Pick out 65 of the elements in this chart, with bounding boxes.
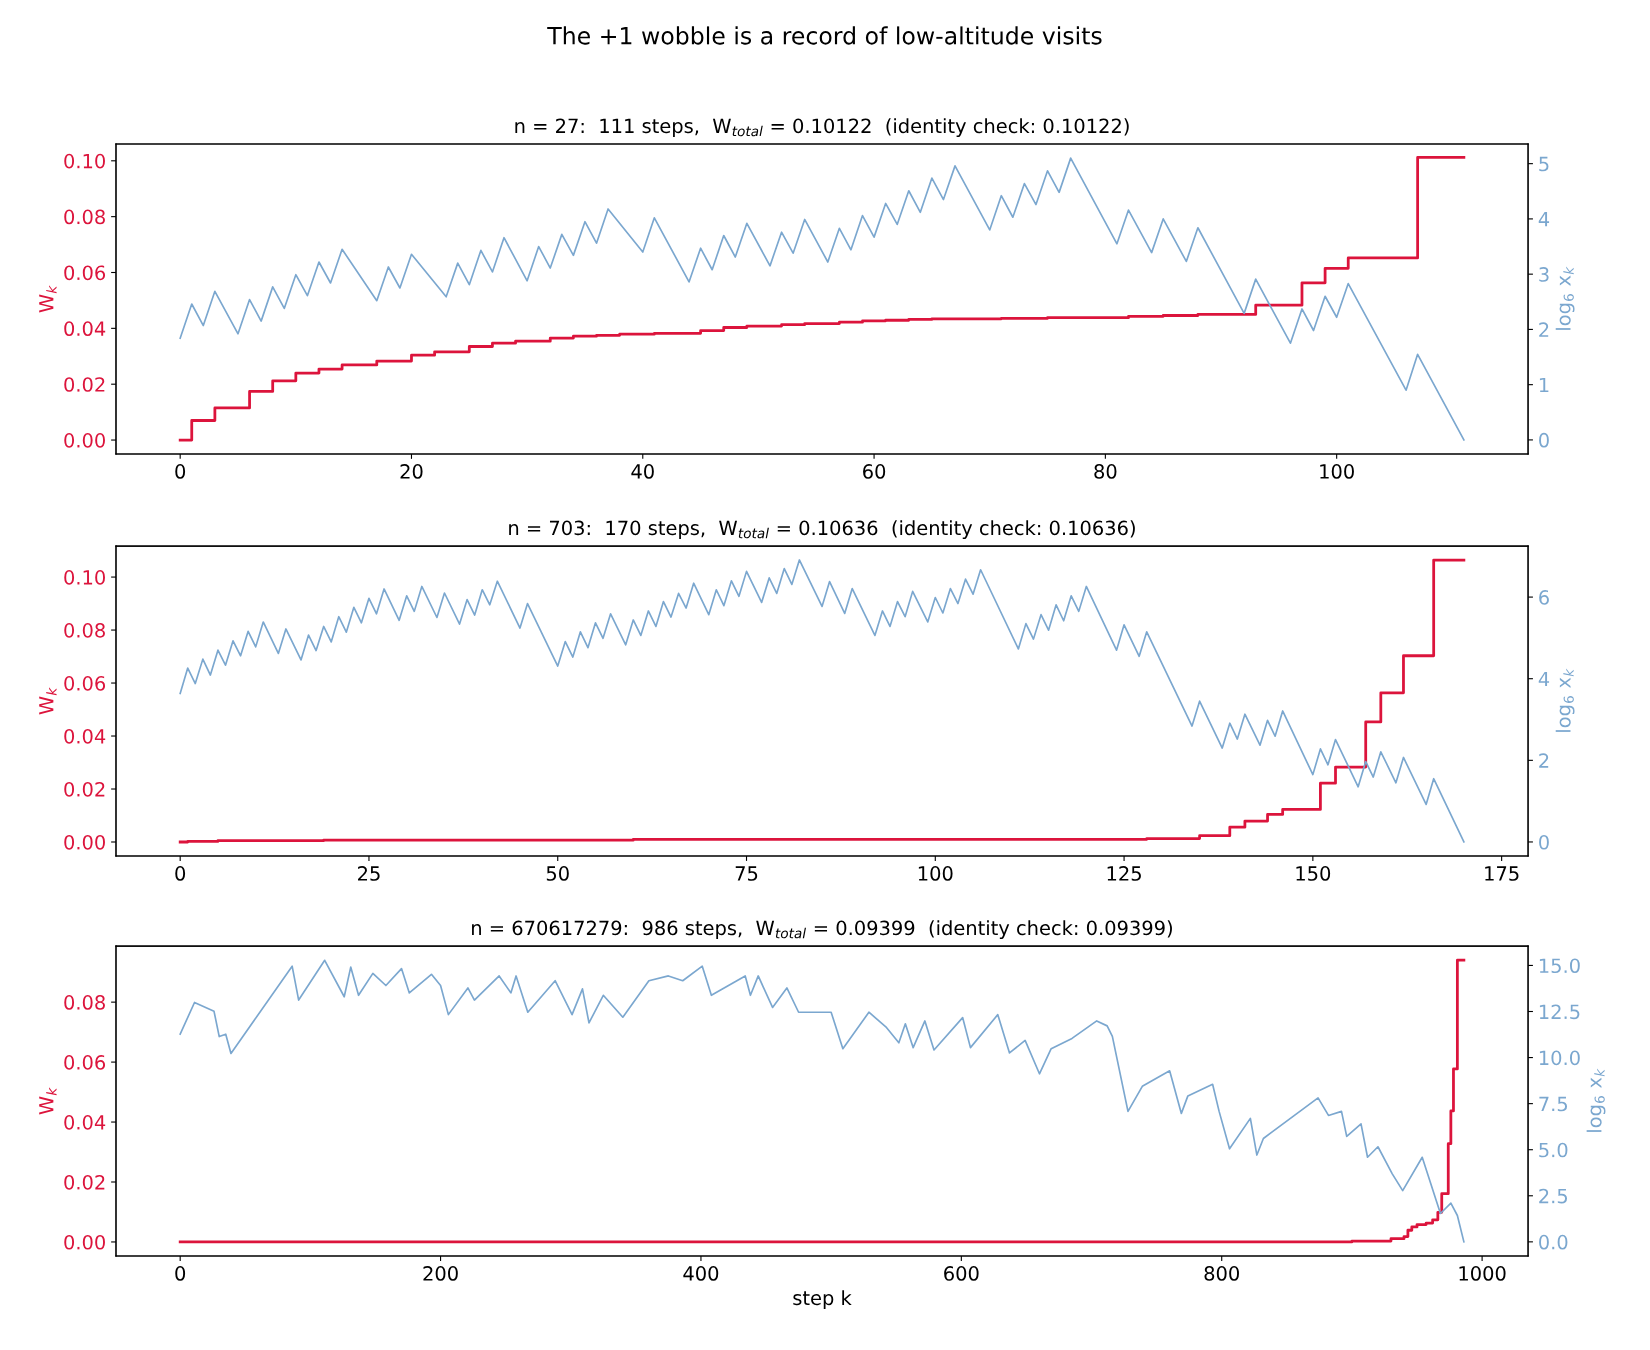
y-tick-label: 0.02 [64, 1174, 105, 1190]
y2-tick-label: 0 [1539, 432, 1549, 448]
x-tick-label: 20 [400, 464, 423, 479]
x-tick-label: 80 [1094, 464, 1117, 479]
y-tick-label: 0.06 [64, 1055, 106, 1070]
x-axis-title: step k [793, 1290, 852, 1309]
y-axis-title: W$_{k}$ [39, 687, 57, 715]
y-tick-label: 0.08 [64, 623, 105, 638]
y2-tick-label: 4 [1538, 212, 1550, 227]
y-axis-title: W$_{k}$ [39, 1087, 57, 1115]
x-tick-label: 40 [631, 464, 654, 479]
y2-tick-label: 6 [1539, 590, 1549, 605]
chart-title: n = 670617279: 986 steps, W$_{total}$ = 0.09399 (identity check: 0.09399) [472, 920, 1172, 940]
y2-tick-label: 0 [1539, 834, 1549, 850]
y2-tick-label: 0.0 [1539, 1234, 1568, 1250]
y-tick-label: 0.04 [64, 321, 106, 337]
y2-tick-label: 4 [1538, 671, 1550, 687]
x-tick-label: 600 [944, 1266, 979, 1281]
y2-tick-label: 1 [1539, 377, 1549, 393]
x-tick-label: 100 [918, 866, 953, 881]
x-tick-label: 75 [735, 866, 758, 881]
y2-tick-label: 3 [1539, 267, 1549, 282]
y-tick-label: 0.02 [64, 377, 105, 392]
y-tick-label: 0.06 [64, 676, 106, 691]
x-tick-label: 125 [1107, 866, 1141, 881]
y-tick-label: 0.08 [64, 995, 105, 1010]
y-tick-label: 0.00 [64, 1234, 105, 1250]
y2-tick-label: 15.0 [1539, 958, 1580, 974]
x-tick-label: 150 [1296, 866, 1331, 881]
x-tick-label: 0 [175, 464, 186, 479]
y-tick-label: 0.00 [64, 834, 105, 850]
x-tick-label: 200 [423, 1266, 458, 1281]
x-tick-label: 0 [175, 866, 186, 881]
y-axis-title: W$_{k}$ [39, 285, 57, 313]
y2-tick-label: 5 [1539, 156, 1549, 172]
y2-tick-label: 2 [1539, 753, 1549, 768]
x-tick-label: 50 [546, 866, 569, 881]
x-tick-label: 400 [683, 1266, 719, 1281]
y2-tick-label: 2 [1539, 322, 1549, 337]
x-tick-label: 800 [1204, 1266, 1239, 1281]
chart-subtitle: n = 27: 111 steps, W$_{total}$ = 0.10122 (identity check: 0.10122) [515, 118, 1129, 137]
y-tick-label: 0.00 [64, 433, 105, 448]
y-tick-label: 0.06 [64, 265, 106, 281]
x-tick-label: 175 [1485, 866, 1519, 881]
y-tick-label: 0.10 [64, 153, 105, 169]
y-tick-label: 0.08 [64, 209, 105, 225]
x-tick-label: 25 [358, 866, 380, 881]
x-tick-label: 0 [175, 1266, 186, 1281]
y2-tick-label: 2.5 [1539, 1188, 1568, 1204]
chart-title: n = 703: 170 steps, W$_{total}$ = 0.10636 (identity check: 0.10636) [509, 520, 1135, 539]
y2-axis-title: log$_{6}$ x$_{k}$ [1555, 266, 1575, 330]
y-tick-label: 0.02 [64, 781, 105, 797]
y2-tick-label: 10.0 [1539, 1050, 1580, 1066]
chart-title: The +1 wobble is a record of low-altitude visits [547, 26, 1102, 45]
y2-tick-label: 5.0 [1539, 1142, 1568, 1158]
y-tick-label: 0.04 [64, 728, 106, 744]
y-tick-label: 0.04 [64, 1115, 106, 1130]
x-tick-label: 60 [863, 464, 886, 479]
y2-axis-title: log$_{6}$ x$_{k}$ [1586, 1068, 1606, 1132]
x-tick-label: 1000 [1459, 1266, 1506, 1281]
y2-tick-label: 12.5 [1539, 1004, 1580, 1020]
x-tick-label: 100 [1320, 464, 1354, 479]
y-tick-label: 0.10 [64, 570, 105, 585]
y2-axis-title: log$_{6}$ x$_{k}$ [1555, 668, 1575, 732]
y2-tick-label: 7.5 [1539, 1096, 1568, 1112]
